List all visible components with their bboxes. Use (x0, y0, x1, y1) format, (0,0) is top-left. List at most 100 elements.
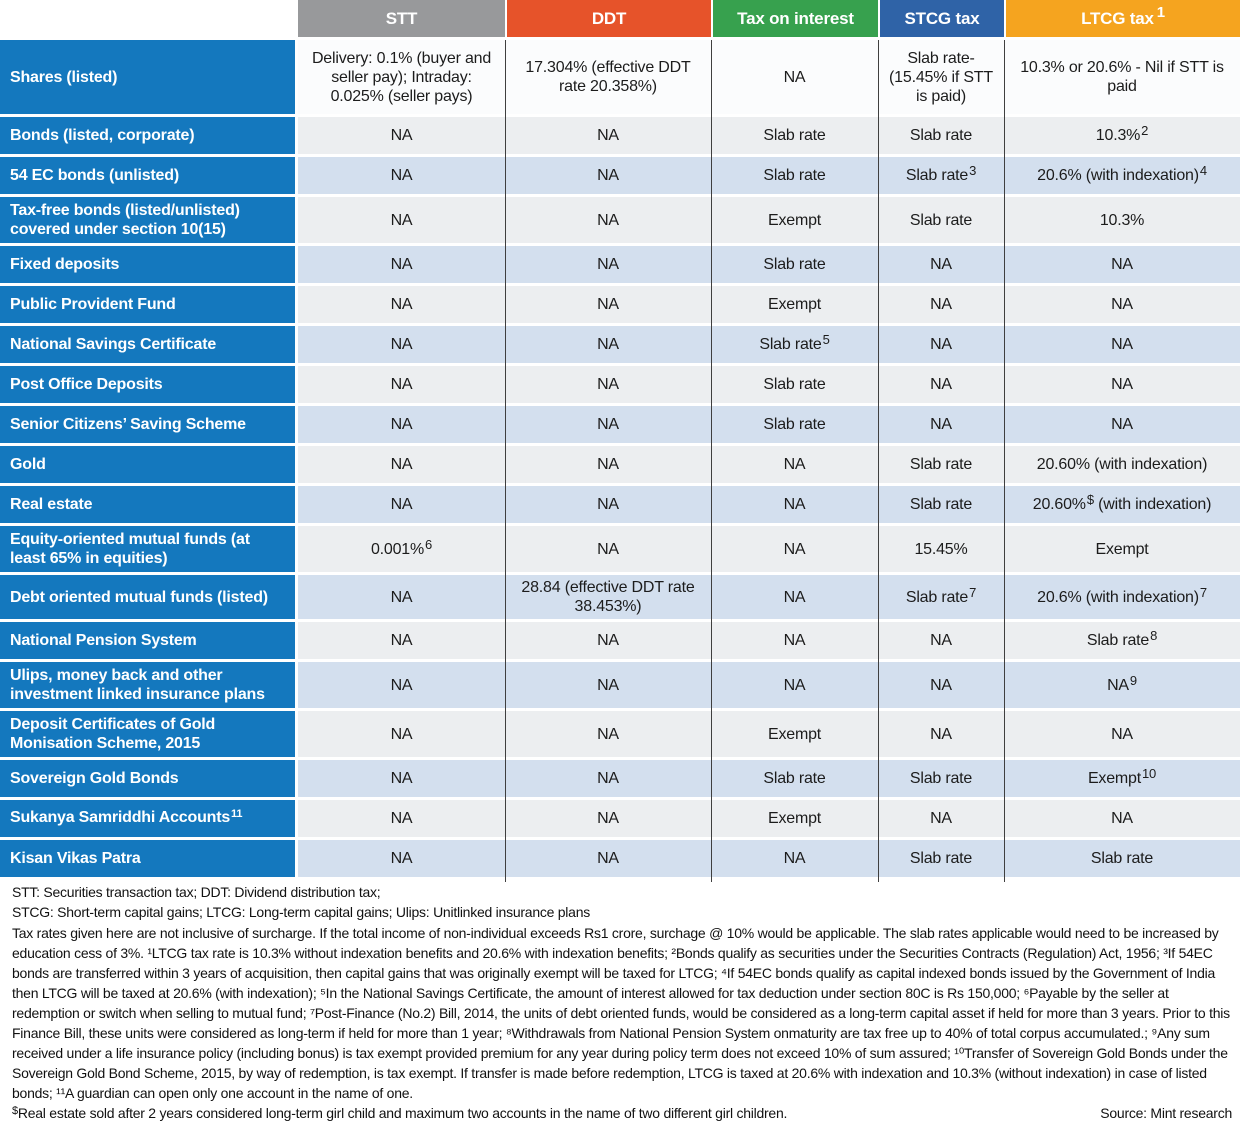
row-label: 54 EC bonds (unlisted) (0, 157, 295, 194)
footnote-marker: 3 (969, 163, 977, 178)
cell-ltcg: Exempt10 (1004, 760, 1240, 797)
cell-stt: NA (298, 760, 505, 797)
dollar-footnote-text: Real estate sold after 2 years considere… (17, 1105, 788, 1121)
cell-ddt: NA (505, 526, 711, 572)
source-credit: Source: Mint research (1100, 1105, 1232, 1121)
cell-interest: NA (711, 446, 878, 483)
cell-stt: NA (298, 575, 505, 619)
table-row: Sovereign Gold Bonds NA NA Slab rate Slab ra… (0, 760, 1242, 797)
table-row: Ulips, money back and other investment l… (0, 662, 1242, 708)
cell-interest: Slab rate (711, 117, 878, 154)
cell-ddt: NA (505, 486, 711, 523)
table-row: Real estate NA NA NA Slab rate 20.60%$ (with … (0, 486, 1242, 523)
table-row: Kisan Vikas Patra NA NA NA Slab rate Slab rat… (0, 840, 1242, 877)
column-header-tax-on-interest: Tax on interest (711, 0, 878, 37)
cell-stt: Delivery: 0.1% (buyer and seller pay); I… (298, 40, 505, 114)
cell-ltcg: NA (1004, 800, 1240, 837)
cell-stcg: Slab rate- (15.45% if STT is paid) (878, 40, 1004, 114)
cell-interest: Exempt (711, 800, 878, 837)
column-header-label: STT (385, 8, 418, 28)
row-label: Deposit Certificates of Gold Monisation … (0, 711, 295, 757)
cell-interest: NA (711, 622, 878, 659)
row-label: Tax-free bonds (listed/unlisted) covered… (0, 197, 295, 243)
footnote-marker: 7 (969, 584, 977, 600)
row-label: Public Provident Fund (0, 286, 295, 323)
cell-ltcg: 20.6% (with indexation)4 (1004, 157, 1240, 194)
row-label: Post Office Deposits (0, 366, 295, 403)
cell-stcg: NA (878, 246, 1004, 283)
cell-stt: 0.001%6 (298, 526, 505, 572)
column-divider (878, 40, 879, 882)
row-label: National Pension System (0, 622, 295, 659)
cell-ltcg: NA (1004, 366, 1240, 403)
cell-ddt: NA (505, 246, 711, 283)
footnote-marker: 9 (1129, 672, 1137, 688)
cell-ltcg: NA (1004, 246, 1240, 283)
row-label: Sukanya Samriddhi Accounts11 (0, 800, 295, 837)
table-body: Shares (listed) Delivery: 0.1% (buyer and… (0, 40, 1242, 877)
cell-stcg: NA (878, 286, 1004, 323)
footnote-marker: 1 (1156, 4, 1165, 21)
cell-interest: Slab rate (711, 760, 878, 797)
table-row: Post Office Deposits NA NA Slab rate NA NA (0, 366, 1242, 403)
cell-stt: NA (298, 406, 505, 443)
cell-interest: Exempt (711, 197, 878, 243)
cell-interest: Slab rate (711, 157, 878, 194)
footnote-marker: 5 (822, 332, 830, 347)
cell-interest: NA (711, 486, 878, 523)
cell-interest: NA (711, 526, 878, 572)
footnote-marker: $ (1086, 492, 1094, 507)
cell-ltcg: 20.60% (with indexation) (1004, 446, 1240, 483)
cell-stt: NA (298, 117, 505, 154)
table-row: Deposit Certificates of Gold Monisation … (0, 711, 1242, 757)
row-label: Real estate (0, 486, 295, 523)
row-label: Bonds (listed, corporate) (0, 117, 295, 154)
cell-ddt: 28.84 (effective DDT rate 38.453%) (505, 575, 711, 619)
footnote-last-line: Source: Mint research $Real estate sold … (12, 1103, 1232, 1125)
cell-ddt: 17.304% (effective DDT rate 20.358%) (505, 40, 711, 114)
column-divider (711, 40, 712, 882)
table-row: Tax-free bonds (listed/unlisted) covered… (0, 197, 1242, 243)
row-label: Senior Citizens’ Saving Scheme (0, 406, 295, 443)
cell-stt: NA (298, 486, 505, 523)
row-label: Kisan Vikas Patra (0, 840, 295, 877)
cell-ddt: NA (505, 326, 711, 363)
column-header-stcg: STCG tax (878, 0, 1004, 37)
cell-stt: NA (298, 326, 505, 363)
cell-stt: NA (298, 197, 505, 243)
row-label: Equity-oriented mutual funds (at least 6… (0, 526, 295, 572)
cell-ddt: NA (505, 622, 711, 659)
cell-stcg: NA (878, 406, 1004, 443)
cell-stcg: Slab rate (878, 486, 1004, 523)
dollar-footnote-marker: $ (12, 1105, 18, 1117)
column-header-label: DDT (591, 8, 627, 28)
table-row: Debt oriented mutual funds (listed) NA 28.… (0, 575, 1242, 619)
row-label: Shares (listed) (0, 40, 295, 114)
cell-stcg: Slab rate (878, 117, 1004, 154)
cell-ddt: NA (505, 760, 711, 797)
column-header-stt: STT (298, 0, 505, 37)
row-label: Ulips, money back and other investment l… (0, 662, 295, 708)
cell-interest: Exempt (711, 286, 878, 323)
row-label: National Savings Certificate (0, 326, 295, 363)
row-label: Debt oriented mutual funds (listed) (0, 575, 295, 619)
cell-stcg: Slab rate (878, 760, 1004, 797)
abbreviation-note-1: STT: Securities transaction tax; DDT: Di… (12, 884, 381, 900)
cell-ltcg: NA (1004, 286, 1240, 323)
cell-interest: Exempt (711, 711, 878, 757)
cell-ltcg: NA9 (1004, 662, 1240, 708)
footnotes: STT: Securities transaction tax; DDT: Di… (0, 882, 1242, 1125)
cell-ltcg: NA (1004, 711, 1240, 757)
footnote-marker: 6 (425, 536, 433, 552)
cell-interest: NA (711, 575, 878, 619)
cell-ltcg: 10.3% or 20.6% - Nil if STT is paid (1004, 40, 1240, 114)
table-row: Senior Citizens’ Saving Scheme NA NA Slab r… (0, 406, 1242, 443)
footnote-marker: 7 (1199, 584, 1207, 600)
footnote-paragraph: Tax rates given here are not inclusive o… (12, 925, 1230, 1101)
cell-ddt: NA (505, 800, 711, 837)
table-row: Sukanya Samriddhi Accounts11 NA NA Exempt NA… (0, 800, 1242, 837)
cell-stt: NA (298, 840, 505, 877)
footnote-marker: 2 (1141, 123, 1149, 138)
cell-ltcg: NA (1004, 326, 1240, 363)
